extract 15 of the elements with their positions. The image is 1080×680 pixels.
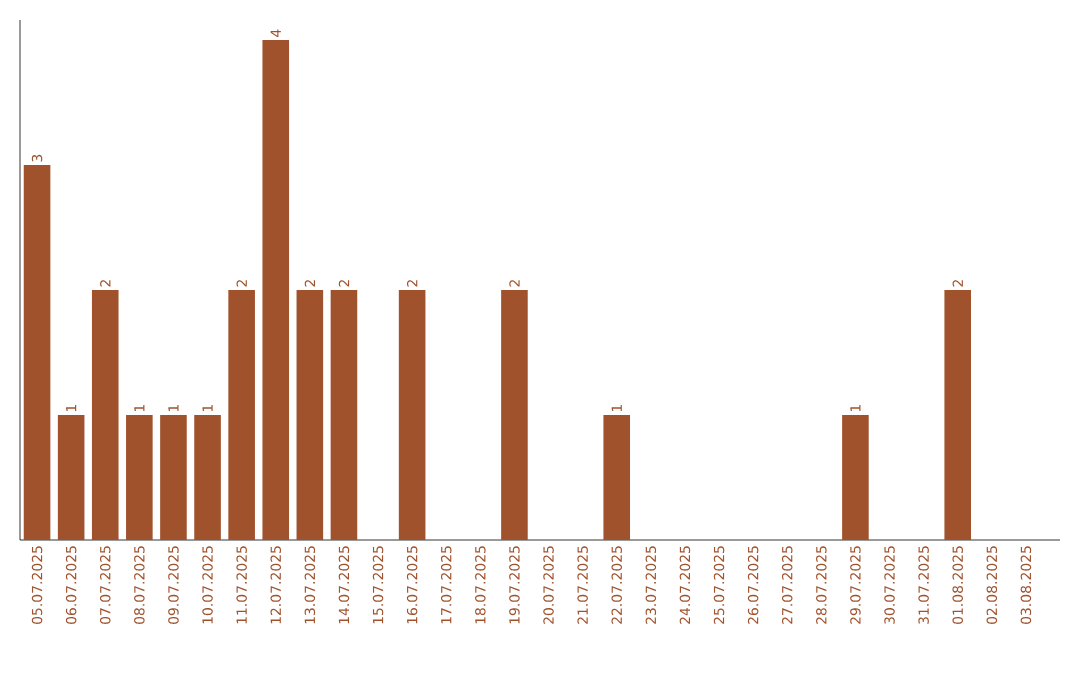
bar <box>23 164 51 540</box>
bar <box>91 289 119 540</box>
bar <box>228 289 255 540</box>
bar <box>262 39 290 540</box>
bar <box>160 415 187 540</box>
bar <box>296 289 324 540</box>
bar <box>944 289 972 540</box>
bar <box>501 289 528 540</box>
bar <box>603 415 631 540</box>
bar <box>57 415 85 540</box>
bar <box>194 415 221 540</box>
bar <box>126 415 153 540</box>
bar <box>842 415 869 540</box>
bar <box>330 289 358 540</box>
bar <box>398 289 426 540</box>
